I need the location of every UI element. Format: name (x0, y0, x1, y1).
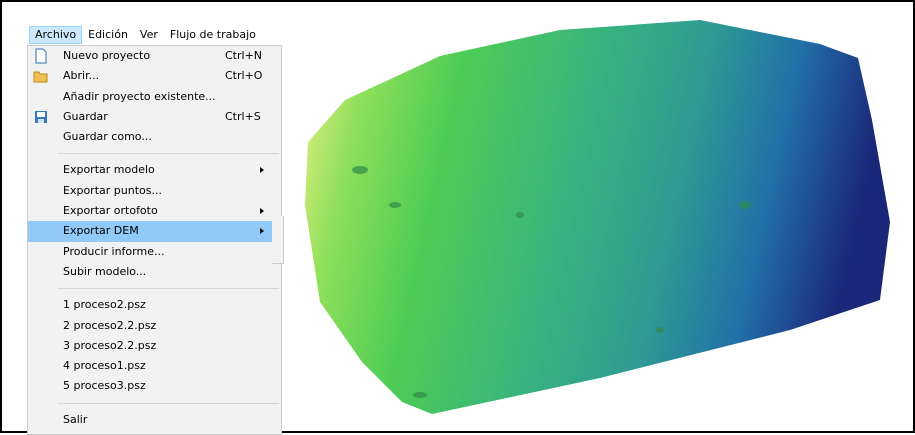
menu-icon (33, 48, 49, 64)
menu-label: Exportar puntos... (63, 184, 162, 197)
menu-item[interactable]: Abrir... Ctrl+O (28, 66, 281, 86)
menu-label: Producir informe... (63, 245, 164, 258)
menu-label: Nuevo proyecto (63, 49, 150, 62)
separator (58, 153, 279, 154)
menu-item[interactable]: Exportar puntos... (28, 181, 281, 201)
menu-item[interactable]: Exportar ortofoto (28, 201, 281, 221)
menubar-item[interactable]: Flujo de trabajo (164, 26, 262, 44)
menu-label: Añadir proyecto existente... (63, 90, 216, 103)
menu-label: 2 proceso2.2.psz (63, 319, 156, 332)
menu-item[interactable]: Exportar modelo (28, 160, 281, 180)
menu-label: Salir (63, 413, 87, 426)
menu-item[interactable]: Producir informe... (28, 242, 281, 262)
submenu-arrow (260, 167, 264, 173)
submenu-edge (272, 216, 284, 264)
menu-item[interactable]: Nuevo proyecto Ctrl+N (28, 46, 281, 66)
menu-label: Exportar ortofoto (63, 204, 158, 217)
menu-item[interactable]: Salir (28, 410, 281, 430)
menubar-item[interactable]: Ver (134, 26, 164, 44)
menu-label: Exportar modelo (63, 163, 155, 176)
menu-item[interactable]: 1 proceso2.psz (28, 295, 281, 315)
menu-item[interactable]: 4 proceso1.psz (28, 356, 281, 376)
menu-label: Guardar (63, 110, 108, 123)
menubar-item[interactable]: Archivo (29, 26, 82, 44)
menu-item[interactable]: Subir modelo... (28, 262, 281, 282)
menu-item[interactable]: Guardar como... (28, 127, 281, 147)
menu-label: Subir modelo... (63, 265, 146, 278)
shortcut: Ctrl+S (225, 107, 261, 127)
menu-label: Exportar DEM (63, 224, 139, 237)
menubar-item[interactable]: Edición (82, 26, 134, 44)
menu-label: 4 proceso1.psz (63, 359, 146, 372)
menu-item[interactable]: Guardar Ctrl+S (28, 107, 281, 127)
screen: ArchivoEdiciónVerFlujo de trabajo Nuevo … (0, 0, 915, 433)
shortcut: Ctrl+N (225, 46, 262, 66)
menu-item[interactable]: Añadir proyecto existente... (28, 87, 281, 107)
menu-item[interactable]: Exportar DEM (28, 221, 281, 241)
menu-label: 3 proceso2.2.psz (63, 339, 156, 352)
submenu-arrow (260, 208, 264, 214)
submenu-arrow (260, 228, 264, 234)
menu-label: Abrir... (63, 69, 99, 82)
menu-item[interactable]: 2 proceso2.2.psz (28, 316, 281, 336)
separator (58, 403, 279, 404)
menu-icon (33, 109, 49, 125)
shortcut: Ctrl+O (225, 66, 262, 86)
menu-label: 5 proceso3.psz (63, 379, 146, 392)
menu-label: 1 proceso2.psz (63, 298, 146, 311)
menu-item[interactable]: 3 proceso2.2.psz (28, 336, 281, 356)
menu-item[interactable]: 5 proceso3.psz (28, 376, 281, 396)
file-menu: Nuevo proyecto Ctrl+N Abrir... Ctrl+O Añadir… (27, 45, 282, 435)
menu-label: Guardar como... (63, 130, 152, 143)
separator (58, 288, 279, 289)
menu-icon (33, 68, 49, 84)
